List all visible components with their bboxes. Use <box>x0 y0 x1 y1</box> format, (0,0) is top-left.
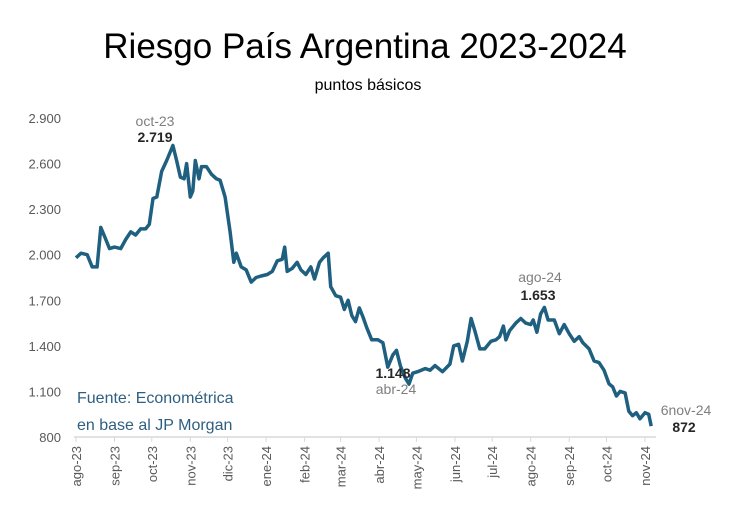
x-tick-label: ago-24 <box>524 446 539 486</box>
x-tick-label: ago-23 <box>69 446 84 486</box>
series-line <box>74 143 653 427</box>
y-tick-label: 800 <box>39 430 61 445</box>
x-tick-label: oct-24 <box>599 446 614 482</box>
x-tick-label: ene-24 <box>259 446 274 486</box>
x-tick-label: oct-23 <box>145 446 160 482</box>
chart-title: Riesgo País Argentina 2023-2024 <box>103 27 626 66</box>
y-tick-label: 1.700 <box>28 293 61 308</box>
y-tick-label: 2.000 <box>28 248 61 263</box>
source-line-2: en base al JP Morgan <box>77 417 232 434</box>
annotation-apr-date: abr-24 <box>376 381 417 397</box>
annotation-last-date: 6nov-24 <box>661 402 712 418</box>
source-line-1: Fuente: Econométrica <box>77 390 234 407</box>
y-tick-label: 1.400 <box>28 339 61 354</box>
x-tick-label: feb-24 <box>298 446 313 483</box>
x-tick-label: mar-24 <box>334 446 349 487</box>
annotation-last-value: 872 <box>672 419 696 435</box>
annotation-aug-date: ago-24 <box>518 269 562 285</box>
y-tick-label: 2.900 <box>28 111 61 126</box>
x-tick-label: sep-24 <box>562 446 577 486</box>
x-axis: ago-23 sep-23 oct-23 nov-23 dic-23 ene-24 feb-… <box>69 437 653 489</box>
x-tick-label: abr-24 <box>372 446 387 484</box>
x-tick-label: may-24 <box>409 446 424 489</box>
x-tick-label: jul-24 <box>485 446 500 479</box>
annotation-peak-date: oct-23 <box>136 113 175 129</box>
x-tick-label: sep-23 <box>108 446 123 486</box>
x-tick-label: jun-24 <box>448 446 463 483</box>
annotation-apr-value: 1.148 <box>375 365 410 381</box>
y-axis: 800 1.100 1.400 1.700 2.000 2.300 2.600 2.900 <box>28 111 61 445</box>
y-tick-label: 1.100 <box>28 384 61 399</box>
annotation-peak-value: 2.719 <box>137 129 172 145</box>
x-tick-label: nov-24 <box>638 446 653 486</box>
y-tick-label: 2.300 <box>28 202 61 217</box>
annotation-aug-value: 1.653 <box>520 287 555 303</box>
chart-subtitle: puntos básicos <box>315 77 422 94</box>
x-tick-label: nov-23 <box>183 446 198 486</box>
x-tick-label: dic-23 <box>221 446 236 481</box>
y-tick-label: 2.600 <box>28 157 61 172</box>
